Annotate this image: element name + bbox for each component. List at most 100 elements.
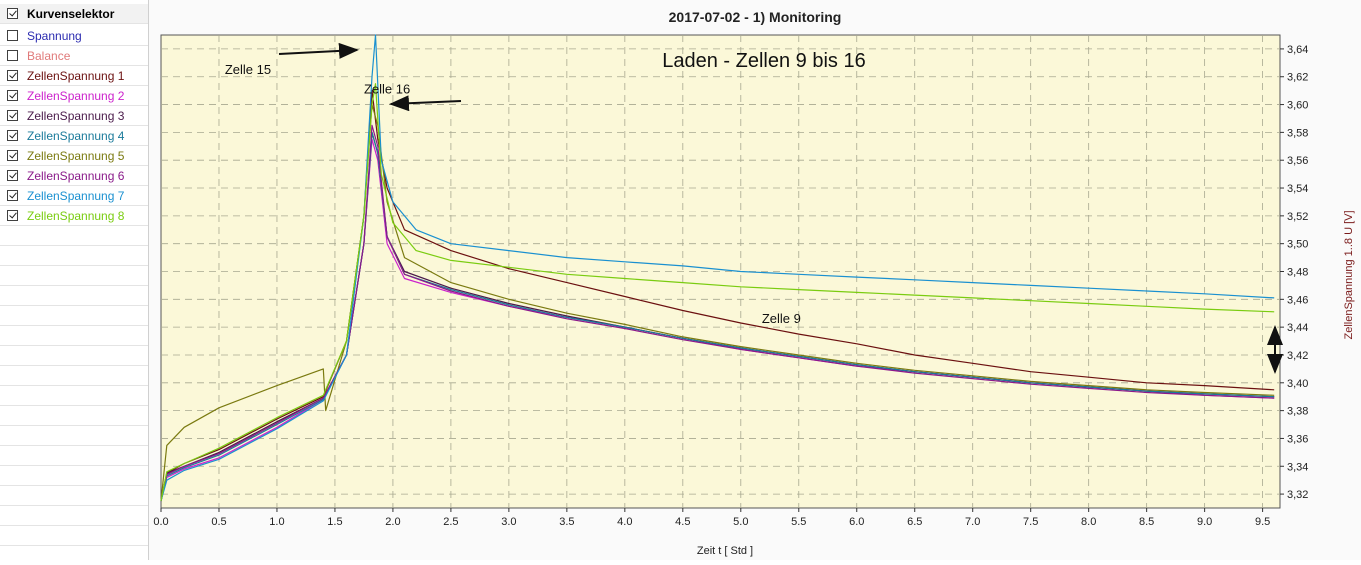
- series-line-1: [160, 90, 1275, 502]
- curve-item-6[interactable]: ZellenSpannung 4: [0, 126, 148, 146]
- y-tick-label: 3,42: [1287, 350, 1308, 362]
- checkbox-icon[interactable]: [7, 50, 18, 61]
- y-tick-label: 3,54: [1287, 183, 1308, 195]
- checkbox-icon[interactable]: [7, 8, 18, 19]
- x-tick-label: 8.5: [1139, 516, 1154, 528]
- curve-item-5[interactable]: ZellenSpannung 3: [0, 106, 148, 126]
- empty-list-row: [0, 426, 148, 446]
- curve-item-label: Spannung: [27, 28, 82, 43]
- checkbox-icon[interactable]: [7, 130, 18, 141]
- curve-item-label: ZellenSpannung 1: [27, 68, 125, 83]
- x-axis-label: Zeit t [ Std ]: [697, 545, 753, 557]
- empty-list-row: [0, 266, 148, 286]
- empty-list-row: [0, 346, 148, 366]
- x-tick-label: 0.0: [153, 516, 168, 528]
- curve-item-10[interactable]: ZellenSpannung 8: [0, 206, 148, 226]
- empty-list-row: [0, 246, 148, 266]
- y-axis-label: ZellenSpannung 1..8 U [V]: [1343, 210, 1355, 339]
- x-tick-label: 3.0: [501, 516, 516, 528]
- curve-item-label: ZellenSpannung 7: [27, 188, 125, 203]
- empty-list-row: [0, 466, 148, 486]
- series-line-6: [160, 124, 1275, 502]
- annotation-arrow: [278, 42, 359, 59]
- curve-item-label: ZellenSpannung 6: [27, 168, 125, 183]
- x-tick-label: 9.0: [1197, 516, 1212, 528]
- x-tick-label: 0.5: [211, 516, 226, 528]
- curve-item-label: ZellenSpannung 2: [27, 88, 125, 103]
- empty-list-row: [0, 286, 148, 306]
- annotation-text: Zelle 9: [762, 311, 801, 326]
- empty-list-row: [0, 506, 148, 526]
- y-tick-label: 3,62: [1287, 72, 1308, 84]
- x-tick-label: 1.0: [269, 516, 284, 528]
- curve-item-8[interactable]: ZellenSpannung 6: [0, 166, 148, 186]
- empty-list-row: [0, 306, 148, 326]
- x-tick-label: 9.5: [1255, 516, 1270, 528]
- y-tick-label: 3,50: [1287, 239, 1308, 251]
- curve-item-1[interactable]: Spannung: [0, 26, 148, 46]
- y-tick-label: 3,36: [1287, 433, 1308, 445]
- series-line-7: [160, 34, 1275, 502]
- curve-item-3[interactable]: ZellenSpannung 1: [0, 66, 148, 86]
- empty-list-row: [0, 486, 148, 506]
- series-line-5: [160, 104, 1275, 502]
- checkbox-icon[interactable]: [7, 210, 18, 221]
- y-tick-label: 3,56: [1287, 155, 1308, 167]
- x-tick-label: 4.0: [617, 516, 632, 528]
- annotation-arrow: [389, 95, 462, 112]
- curve-item-label: Balance: [27, 48, 71, 63]
- curve-item-label: ZellenSpannung 4: [27, 128, 125, 143]
- empty-list-row: [0, 366, 148, 386]
- y-tick-label: 3,46: [1287, 294, 1308, 306]
- y-tick-label: 3,60: [1287, 100, 1308, 112]
- empty-list-row: [0, 446, 148, 466]
- checkbox-icon[interactable]: [7, 150, 18, 161]
- x-tick-label: 7.0: [965, 516, 980, 528]
- curve-selector-title: Kurvenselektor: [27, 6, 115, 21]
- x-tick-label: 5.5: [791, 516, 806, 528]
- chart-title: 2017-07-02 - 1) Monitoring: [669, 9, 842, 25]
- y-tick-label: 3,34: [1287, 461, 1308, 473]
- checkbox-icon[interactable]: [7, 170, 18, 181]
- x-tick-label: 2.0: [385, 516, 400, 528]
- empty-list-row: [0, 386, 148, 406]
- x-tick-label: 3.5: [559, 516, 574, 528]
- annotation-text: Zelle 15: [225, 62, 271, 77]
- x-tick-label: 5.0: [733, 516, 748, 528]
- curve-selector-panel: Kurvenselektor Spannung Balance ZellenSpan…: [0, 0, 149, 560]
- voltage-chart: 0.0 0.5 1.0 1.5 2.0 2.5 3.0 3.5 4.0 4.5 5.0 5.5 6.0 6…: [153, 9, 1355, 557]
- x-tick-label: 6.5: [907, 516, 922, 528]
- checkbox-icon[interactable]: [7, 190, 18, 201]
- y-tick-label: 3,38: [1287, 406, 1308, 418]
- x-tick-label: 8.0: [1081, 516, 1096, 528]
- series-line-4: [160, 131, 1275, 502]
- y-tick-label: 3,52: [1287, 211, 1308, 223]
- checkbox-icon[interactable]: [7, 30, 18, 41]
- curve-selector-header[interactable]: Kurvenselektor: [0, 4, 148, 24]
- y-tick-label: 3,64: [1287, 44, 1308, 56]
- curve-item-label: ZellenSpannung 3: [27, 108, 125, 123]
- curve-item-4[interactable]: ZellenSpannung 2: [0, 86, 148, 106]
- x-tick-label: 7.5: [1023, 516, 1038, 528]
- curve-item-7[interactable]: ZellenSpannung 5: [0, 146, 148, 166]
- checkbox-icon[interactable]: [7, 70, 18, 81]
- y-tick-label: 3,44: [1287, 322, 1308, 334]
- y-tick-label: 3,48: [1287, 267, 1308, 279]
- x-tick-label: 4.5: [675, 516, 690, 528]
- x-tick-label: 6.0: [849, 516, 864, 528]
- checkbox-icon[interactable]: [7, 90, 18, 101]
- empty-list-row: [0, 406, 148, 426]
- y-tick-label: 3,58: [1287, 127, 1308, 139]
- curve-item-9[interactable]: ZellenSpannung 7: [0, 186, 148, 206]
- curve-item-2[interactable]: Balance: [0, 46, 148, 66]
- empty-list-row: [0, 326, 148, 346]
- annotation-text: Laden - Zellen 9 bis 16: [662, 50, 865, 72]
- x-tick-label: 1.5: [327, 516, 342, 528]
- curve-item-label: ZellenSpannung 5: [27, 148, 125, 163]
- curve-item-label: ZellenSpannung 8: [27, 208, 125, 223]
- annotation-text: Zelle 16: [364, 81, 410, 96]
- checkbox-icon[interactable]: [7, 110, 18, 121]
- empty-list-row: [0, 526, 148, 546]
- chart-area: 0.0 0.5 1.0 1.5 2.0 2.5 3.0 3.5 4.0 4.5 5.0 5.5 6.0 6…: [149, 0, 1361, 560]
- empty-list-row: [0, 226, 148, 246]
